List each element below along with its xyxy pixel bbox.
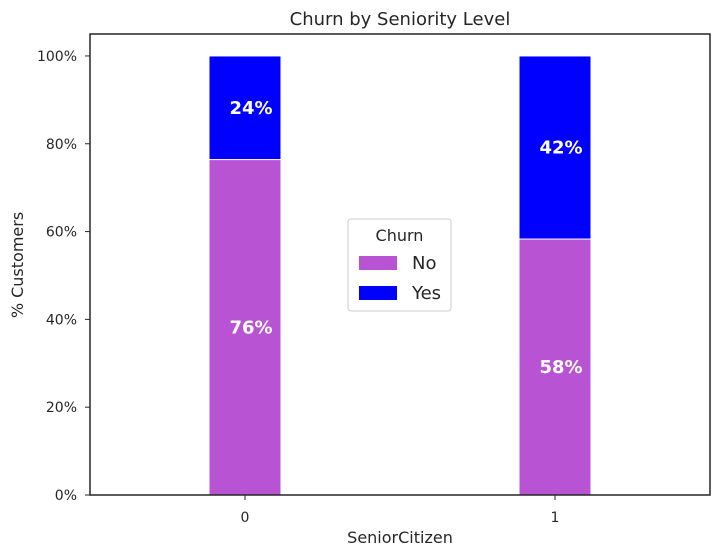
- bar-no-0: [208, 159, 282, 496]
- x-axis-label: SeniorCitizen: [347, 528, 453, 547]
- legend-title: Churn: [376, 226, 424, 245]
- data-label-yes-1: 42%: [539, 137, 582, 158]
- legend-label-no: No: [412, 253, 436, 274]
- bars-group: 76% 24% 58% 42%: [208, 55, 592, 496]
- y-tick-label: 60%: [46, 225, 77, 241]
- legend-label-yes: Yes: [411, 283, 441, 304]
- x-tick-label: 0: [241, 510, 250, 526]
- y-tick-label: 80%: [46, 137, 77, 153]
- bar-no-1: [518, 238, 592, 496]
- data-label-yes-0: 24%: [229, 98, 272, 119]
- legend-swatch-no: [359, 256, 397, 270]
- y-ticks-group: 0% 20% 40% 60% 80% 100%: [37, 49, 90, 504]
- bar-yes-0: [208, 55, 282, 161]
- chart-title: Churn by Seniority Level: [290, 9, 511, 30]
- data-label-no-0: 76%: [229, 317, 272, 338]
- y-tick-label: 0%: [55, 488, 77, 504]
- legend: Churn No Yes: [347, 218, 452, 312]
- y-tick-label: 40%: [46, 312, 77, 328]
- legend-swatch-yes: [359, 286, 397, 300]
- bar-yes-1: [518, 55, 592, 240]
- y-axis-label: % Customers: [8, 212, 27, 318]
- data-label-no-1: 58%: [539, 357, 582, 378]
- y-tick-label: 100%: [37, 49, 77, 65]
- y-tick-label: 20%: [46, 400, 77, 416]
- plot-frame: [89, 33, 711, 496]
- x-tick-label: 1: [551, 510, 560, 526]
